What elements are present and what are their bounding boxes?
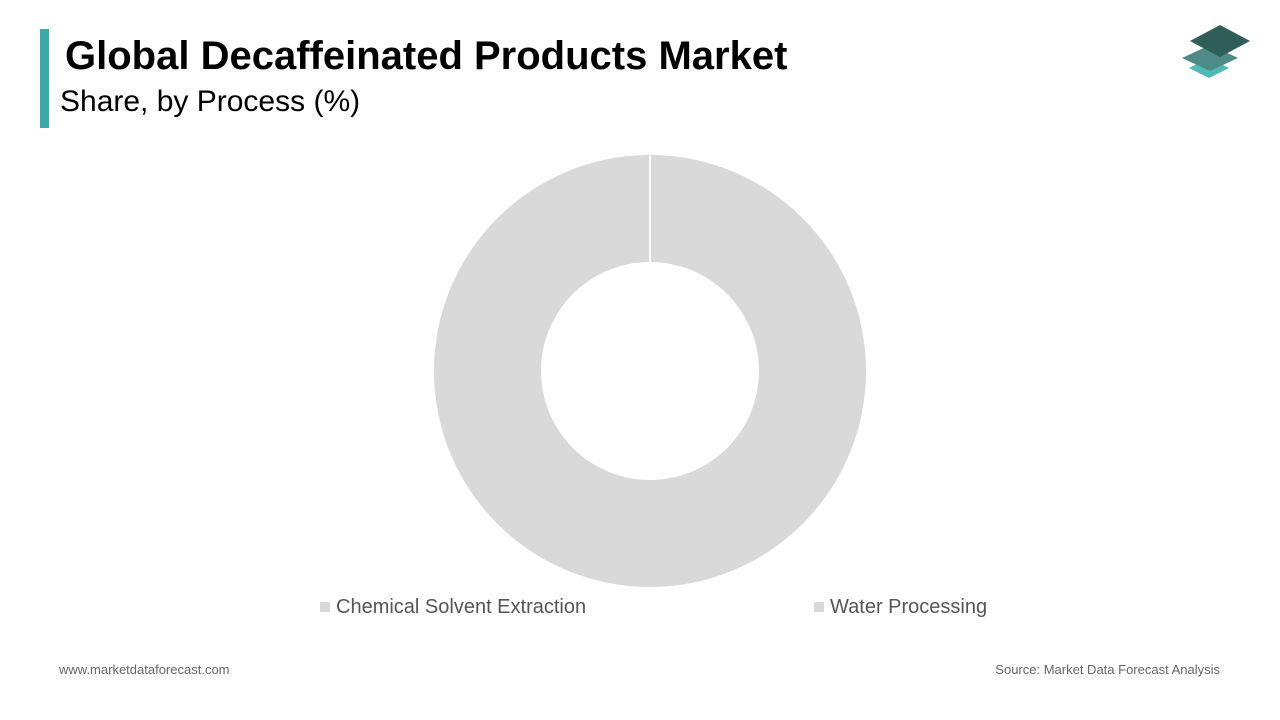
legend-label: Chemical Solvent Extraction — [336, 595, 587, 618]
legend-item-chemical-solvent-extraction: Chemical Solvent Extraction — [320, 594, 586, 620]
legend-label: Water Processing — [830, 595, 988, 618]
legend-swatch — [814, 602, 824, 612]
legend-item-water-processing: Water Processing — [814, 594, 987, 620]
stacked-layers-logo-icon — [1182, 25, 1250, 78]
footer-website: www.marketdataforecast.com — [59, 662, 230, 677]
footer-source: Source: Market Data Forecast Analysis — [995, 662, 1220, 677]
donut-slice-chemical-solvent-extraction — [434, 155, 866, 587]
chart-title: Global Decaffeinated Products Market — [65, 34, 788, 78]
legend-swatch — [320, 602, 330, 612]
chart-subtitle: Share, by Process (%) — [60, 85, 361, 118]
title-accent-bar — [40, 29, 49, 128]
